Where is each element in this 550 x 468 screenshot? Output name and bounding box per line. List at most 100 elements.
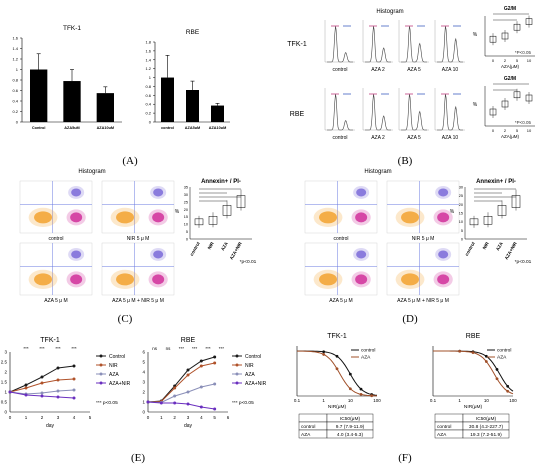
x-tick-label: 1 [160, 415, 163, 420]
cell-cluster [116, 211, 135, 224]
flow-title: Histogram [364, 169, 391, 175]
hist-label: AZA 2 [371, 135, 385, 141]
cell-cluster [438, 188, 449, 197]
sig-label: *** [71, 346, 77, 351]
legend-label: Control [109, 354, 125, 360]
hist-label: control [332, 67, 347, 73]
x-tick-label: 100 [509, 398, 517, 403]
x-tick-label: 0.1 [294, 398, 301, 403]
y-tick-label: 15 [459, 212, 463, 216]
data-point [56, 366, 60, 370]
y-label: % [450, 209, 455, 215]
cell-cluster [71, 188, 82, 197]
x-label: AZA(μM) [501, 64, 520, 69]
data-point [159, 401, 163, 405]
x-tick-label: AZA5uM [64, 126, 79, 130]
data-point [40, 375, 44, 379]
table-text: control [437, 424, 451, 430]
x-tick-label: 10 [527, 128, 532, 133]
x-tick-label: 10 [527, 58, 532, 63]
data-point [506, 384, 510, 388]
data-point [506, 389, 510, 393]
bar [63, 81, 81, 122]
histogram-title: Histogram [376, 9, 403, 15]
x-tick-label: 10 [348, 398, 354, 403]
data-point [484, 360, 488, 363]
sig-label: *** [219, 346, 225, 351]
cell-cluster [437, 212, 450, 223]
hist-curve [401, 26, 427, 63]
y-tick-label: 0.6 [12, 88, 18, 93]
y-tick-label: 1.8 [145, 40, 151, 45]
y-tick-label: 1.5 [1, 380, 8, 385]
bar [161, 77, 174, 122]
y-tick-label: 0 [4, 410, 7, 415]
legend-label: AZA+NIR [109, 381, 131, 387]
legend-label: AZA+NIR [245, 381, 267, 387]
cell-cluster [34, 273, 53, 286]
sig-label: *** [23, 346, 29, 351]
x-label: AZA(μM) [501, 134, 520, 139]
table-text: 30.8 (4.2-227.7) [469, 424, 504, 430]
cell-cluster [153, 250, 164, 259]
data-point [199, 405, 203, 409]
data-point [8, 390, 12, 394]
growth-chart-rbe: RBE 0 1 2 3 4 5 6 0 1 2 3 4 5 6 day ns ns *** *** *** *** Cont… [142, 337, 266, 429]
legend-label: AZA [361, 355, 371, 361]
cell-cluster [34, 211, 53, 224]
data-point [213, 355, 217, 359]
y-tick-label: 0.2 [145, 111, 151, 116]
chart-title: RBE [181, 337, 196, 344]
data-point [370, 394, 374, 398]
y-tick-label: 1 [142, 400, 145, 405]
y-tick-label: 2.5 [1, 360, 8, 365]
panel-b-label: (B) [397, 155, 413, 167]
sig-label: *** [55, 346, 61, 351]
data-point [146, 400, 150, 404]
y-tick-label: 1 [16, 67, 19, 72]
y-tick-label: 30 [184, 193, 188, 197]
flow-frame [19, 242, 93, 296]
y-tick-label: 0.6 [145, 93, 151, 98]
y-tick-label: 30 [459, 186, 463, 190]
legend-marker [235, 381, 239, 385]
data-point [322, 353, 326, 356]
y-tick-label: 6 [142, 350, 145, 355]
x-tick-label: NIR [482, 240, 491, 250]
y-tick-label: 20 [459, 203, 463, 207]
flow-frame [386, 180, 460, 234]
data-point [40, 381, 44, 385]
x-tick-label: 6 [227, 415, 230, 420]
cell-cluster [401, 273, 420, 286]
sig-label: ns [166, 346, 172, 351]
p-value: *** p<0.05 [232, 400, 254, 406]
table-text: AZA [437, 432, 447, 438]
data-point [199, 385, 203, 389]
box-title: Annexin+ / PI- [476, 179, 516, 185]
hist-curve [327, 94, 353, 131]
y-tick-label: 25 [459, 194, 463, 198]
data-point [24, 386, 28, 390]
cell-cluster [356, 188, 367, 197]
series-line [147, 362, 215, 403]
x-tick-label: 5 [516, 128, 519, 133]
row-label-rbe: RBE [290, 111, 305, 118]
hist-curve [437, 26, 463, 63]
data-point [186, 368, 190, 372]
box-title: Annexin+ / PI- [201, 179, 241, 185]
x-tick-label: 5 [89, 415, 92, 420]
x-label: NIR(μM) [464, 404, 483, 410]
series-line [9, 378, 75, 393]
data-point [24, 383, 28, 387]
flow-label: control [48, 236, 63, 242]
x-tick-label: 3 [187, 415, 190, 420]
y-label: % [473, 102, 478, 108]
bar-chart-rbe: RBE 0 0.2 0.4 0.6 0.8 1 1.2 1.4 1.6 1.8 control AZA5… [145, 29, 230, 130]
data-point [359, 393, 363, 396]
chart-title: RBE [466, 333, 481, 340]
growth-chart-tfk1: TFK-1 0 0.5 1 1.5 2 2.5 3 0 1 2 3 4 5 day *** *** *** *** C… [1, 337, 131, 429]
flow-label: NIR 5 μ M [412, 236, 435, 242]
data-point [173, 386, 177, 390]
bar [211, 105, 224, 122]
panel-c: Histogram control NIR 5 μ M AZA 5 μ M AZA 5… [19, 169, 257, 304]
